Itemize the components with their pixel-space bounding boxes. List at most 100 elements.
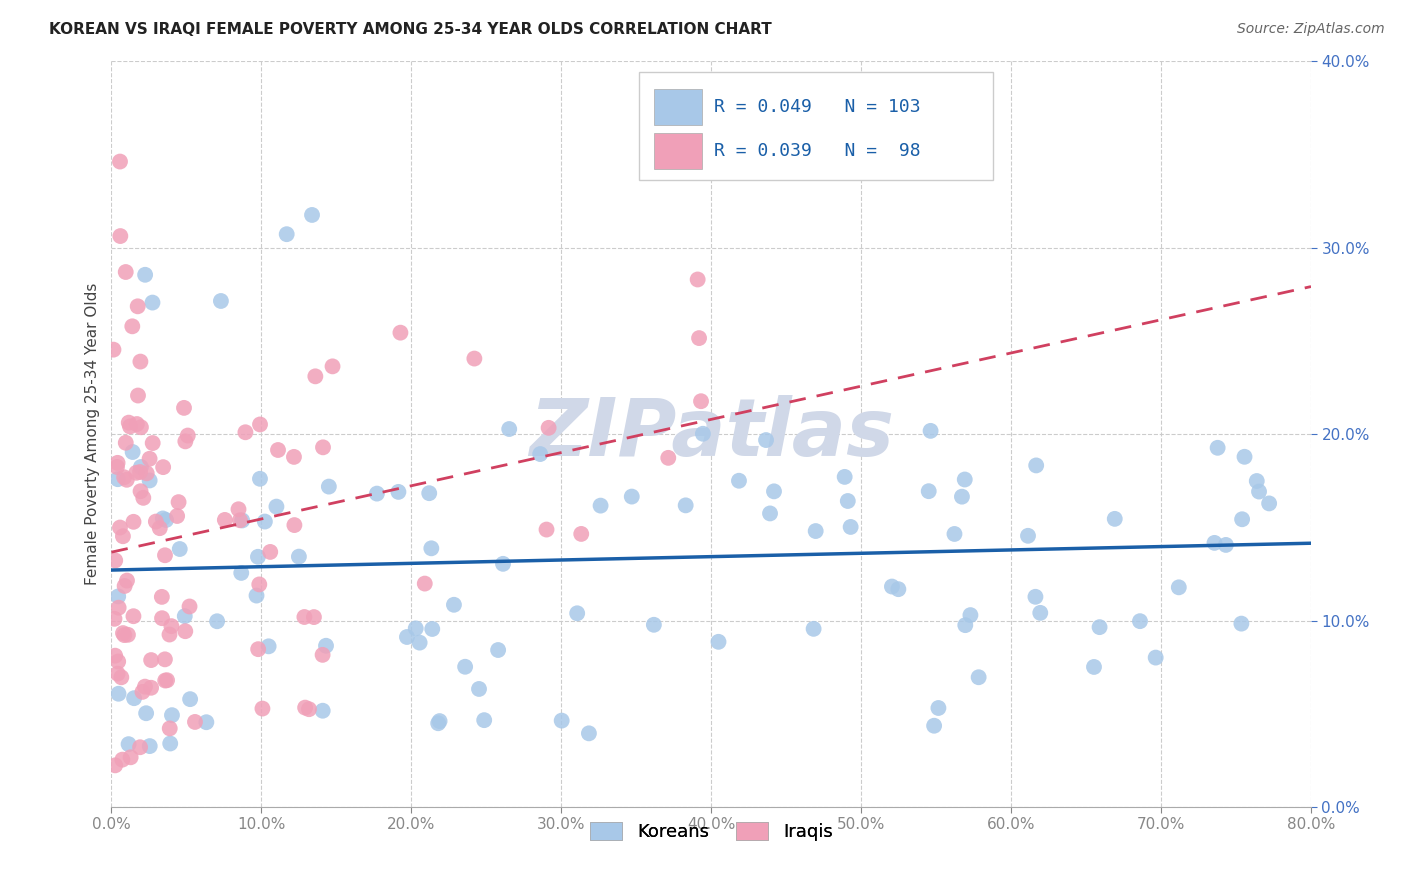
Point	[304, 369, 326, 384]
FancyBboxPatch shape	[654, 134, 702, 169]
Point	[249, 472, 271, 486]
Text: R = 0.039   N =  98: R = 0.039 N = 98	[714, 143, 920, 161]
Point	[142, 436, 165, 450]
Point	[127, 388, 149, 402]
Point	[1258, 496, 1281, 510]
Point	[115, 574, 138, 588]
Point	[1017, 529, 1039, 543]
Point	[589, 499, 612, 513]
Point	[1230, 512, 1253, 526]
Point	[302, 610, 325, 624]
Point	[155, 673, 177, 688]
Point	[209, 293, 232, 308]
Legend: Koreans, Iraqis: Koreans, Iraqis	[581, 814, 842, 850]
Point	[429, 714, 451, 728]
FancyBboxPatch shape	[640, 72, 993, 180]
Point	[166, 508, 188, 523]
Point	[837, 494, 859, 508]
Point	[298, 702, 321, 716]
Point	[536, 523, 558, 537]
Point	[107, 590, 129, 604]
Point	[1088, 620, 1111, 634]
Point	[707, 635, 730, 649]
FancyBboxPatch shape	[654, 88, 702, 125]
Point	[141, 653, 163, 667]
Point	[427, 716, 450, 731]
Point	[179, 599, 201, 614]
Point	[257, 640, 280, 654]
Point	[472, 713, 495, 727]
Point	[259, 545, 281, 559]
Point	[408, 635, 430, 649]
Point	[803, 622, 825, 636]
Point	[405, 621, 427, 635]
Point	[550, 714, 572, 728]
Point	[169, 541, 191, 556]
Point	[247, 577, 270, 591]
Point	[1206, 441, 1229, 455]
Point	[529, 447, 551, 461]
Text: ZIPatlas: ZIPatlas	[529, 395, 894, 473]
Point	[922, 719, 945, 733]
Point	[246, 549, 269, 564]
Point	[174, 624, 197, 639]
Point	[138, 474, 160, 488]
Point	[108, 520, 131, 534]
Point	[395, 630, 418, 644]
Point	[150, 611, 173, 625]
Point	[145, 515, 167, 529]
Point	[110, 229, 132, 244]
Point	[235, 425, 257, 440]
Point	[955, 618, 977, 632]
Point	[276, 227, 298, 242]
Point	[247, 642, 270, 657]
Point	[152, 511, 174, 525]
Point	[141, 295, 163, 310]
Point	[115, 473, 138, 487]
Point	[943, 527, 966, 541]
Point	[1129, 614, 1152, 628]
Point	[132, 491, 155, 505]
Point	[420, 622, 443, 636]
Point	[129, 354, 152, 368]
Point	[103, 343, 125, 357]
Point	[245, 589, 267, 603]
Point	[107, 687, 129, 701]
Point	[114, 435, 136, 450]
Point	[1167, 580, 1189, 594]
Point	[301, 208, 323, 222]
Text: KOREAN VS IRAQI FEMALE POVERTY AMONG 25-34 YEAR OLDS CORRELATION CHART: KOREAN VS IRAQI FEMALE POVERTY AMONG 25-…	[49, 22, 772, 37]
Point	[121, 319, 143, 334]
Point	[114, 265, 136, 279]
Point	[1104, 512, 1126, 526]
Point	[231, 513, 253, 527]
Point	[160, 708, 183, 723]
Point	[156, 673, 179, 688]
Point	[159, 737, 181, 751]
Point	[567, 607, 589, 621]
Point	[389, 326, 412, 340]
Point	[153, 548, 176, 562]
Point	[834, 470, 856, 484]
Point	[129, 460, 152, 475]
Point	[127, 299, 149, 313]
Point	[159, 627, 181, 641]
Point	[486, 643, 509, 657]
Point	[322, 359, 344, 374]
Point	[620, 490, 643, 504]
Point	[292, 610, 315, 624]
Point	[578, 726, 600, 740]
Point	[1204, 536, 1226, 550]
Point	[121, 445, 143, 459]
Point	[1247, 484, 1270, 499]
Y-axis label: Female Poverty Among 25-34 Year Olds: Female Poverty Among 25-34 Year Olds	[86, 283, 100, 585]
Point	[950, 490, 973, 504]
Point	[454, 659, 477, 673]
Point	[927, 701, 949, 715]
Point	[107, 655, 129, 669]
Point	[283, 450, 305, 464]
Point	[125, 417, 148, 431]
Point	[155, 513, 177, 527]
Point	[311, 648, 333, 662]
Point	[179, 692, 201, 706]
